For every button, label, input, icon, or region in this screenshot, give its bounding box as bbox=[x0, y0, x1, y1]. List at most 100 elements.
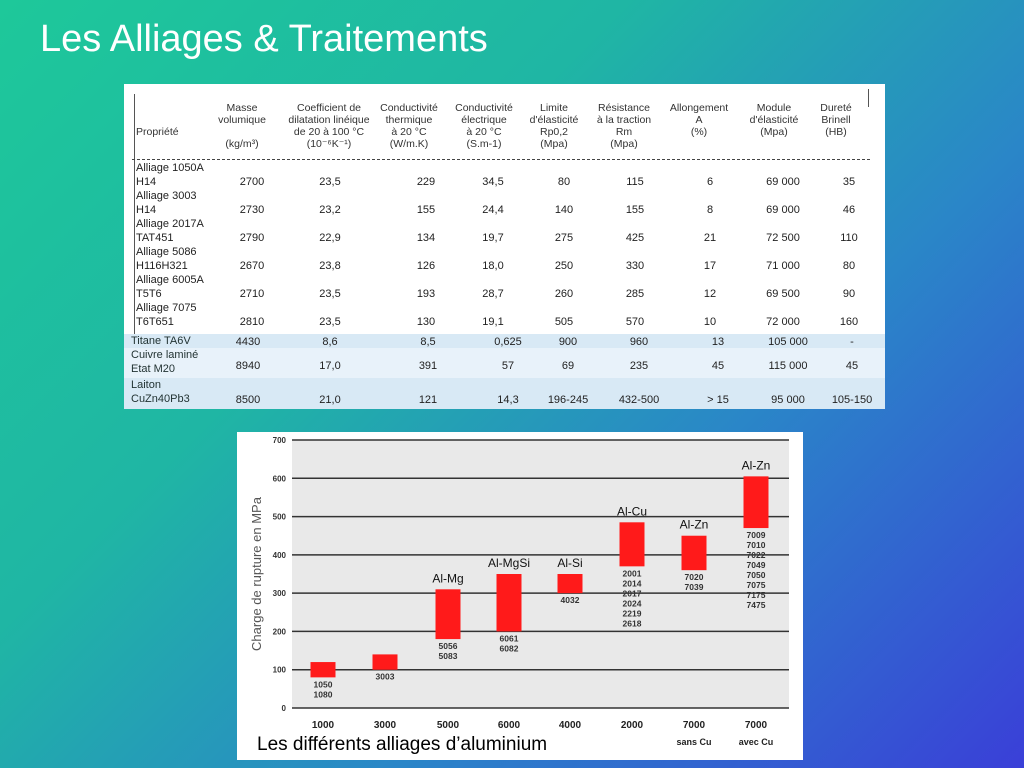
table-cell: 121 bbox=[418, 394, 438, 406]
row-name: T6T651 bbox=[136, 316, 174, 328]
table-cell: 10 bbox=[703, 316, 717, 328]
alloy-grade-label: 7022 bbox=[747, 550, 766, 560]
alloy-properties-table: Propriété Masse volumique (kg/m³) Coeffici… bbox=[124, 84, 885, 409]
alloy-grade-label: 5083 bbox=[439, 651, 458, 661]
table-left-rule bbox=[134, 94, 135, 334]
table-row: Laiton CuZn40Pb3 8500 21,0 121 14,3 196-245 432… bbox=[124, 378, 885, 408]
table-cell: 8,6 bbox=[322, 336, 338, 348]
strength-range-bar bbox=[743, 476, 769, 529]
alloy-grade-label: 1080 bbox=[314, 689, 333, 699]
table-cell: 21 bbox=[703, 232, 717, 244]
table-cell: 19,1 bbox=[482, 316, 504, 328]
table-cell: 23,2 bbox=[319, 204, 341, 216]
table-cell: 90 bbox=[842, 288, 856, 300]
row-name: Alliage 2017A bbox=[136, 218, 204, 230]
table-cell: 23,5 bbox=[319, 176, 341, 188]
x-category-label: 4000 bbox=[559, 720, 582, 731]
table-cell: 69 000 bbox=[766, 204, 800, 216]
header-dil: Coefficient de dilatation linéique de 20… bbox=[288, 102, 370, 150]
table-cell: 260 bbox=[554, 288, 574, 300]
y-tick-label: 0 bbox=[282, 704, 287, 713]
table-cell: 2790 bbox=[239, 232, 265, 244]
table-cell: 115 000 bbox=[768, 360, 808, 372]
row-name: H116H321 bbox=[136, 260, 188, 272]
table-cell: 6 bbox=[706, 176, 714, 188]
table-cell: 250 bbox=[554, 260, 574, 272]
alloy-grade-label: 1050 bbox=[314, 679, 333, 689]
alloy-grade-label: 7050 bbox=[747, 570, 766, 580]
strength-range-bar bbox=[372, 654, 398, 670]
x-category-sublabel: avec Cu bbox=[739, 737, 774, 747]
table-row: Alliage 3003 H14 2730 23,2 155 24,4 140 155 8 69 … bbox=[124, 190, 885, 218]
y-tick-label: 400 bbox=[273, 551, 287, 560]
alloy-family-label: Al-Mg bbox=[432, 571, 463, 585]
table-cell: 0,625 bbox=[494, 336, 522, 348]
x-category-label: 2000 bbox=[621, 720, 644, 731]
x-category-label: 7000 bbox=[745, 720, 768, 731]
alloy-grade-label: 7075 bbox=[747, 580, 766, 590]
x-category-label: 5000 bbox=[437, 720, 460, 731]
alloy-grade-label: 6082 bbox=[500, 643, 519, 653]
y-tick-label: 300 bbox=[273, 589, 287, 598]
table-right-rule bbox=[868, 89, 869, 107]
table-cell: 72 500 bbox=[766, 232, 800, 244]
table-row: Alliage 1050A H14 2700 23,5 229 34,5 80 115 6 69 … bbox=[124, 162, 885, 190]
table-cell: 330 bbox=[625, 260, 645, 272]
alloy-grade-label: 7020 bbox=[685, 572, 704, 582]
table-cell: 160 bbox=[839, 316, 859, 328]
row-name: Alliage 1050A bbox=[136, 162, 204, 174]
y-tick-label: 500 bbox=[273, 513, 287, 522]
x-category-label: 6000 bbox=[498, 720, 521, 731]
table-cell: 2710 bbox=[239, 288, 265, 300]
header-res: Résistance à la traction Rm (Mpa) bbox=[596, 102, 652, 150]
table-cell: 80 bbox=[842, 260, 856, 272]
table-cell: 95 000 bbox=[771, 394, 805, 406]
table-cell: 960 bbox=[629, 336, 649, 348]
alloy-grade-label: 2014 bbox=[623, 578, 642, 588]
row-name: Alliage 5086 bbox=[136, 246, 197, 258]
table-cell: 17 bbox=[703, 260, 717, 272]
header-cth: Conductivité thermique à 20 °C (W/m.K) bbox=[380, 102, 438, 150]
table-cell: 80 bbox=[557, 176, 571, 188]
table-cell: 105 000 bbox=[768, 336, 808, 348]
table-cell: 45 bbox=[845, 360, 859, 372]
table-cell: 2670 bbox=[239, 260, 265, 272]
alloy-grade-label: 2219 bbox=[623, 608, 642, 618]
aluminium-alloys-rows: Alliage 1050A H14 2700 23,5 229 34,5 80 115 6 69 … bbox=[124, 162, 885, 332]
table-cell: 155 bbox=[416, 204, 436, 216]
table-cell: 71 000 bbox=[766, 260, 800, 272]
header-prop: Propriété bbox=[136, 126, 179, 138]
alloy-grade-label: 2024 bbox=[623, 598, 642, 608]
row-name: Laiton bbox=[131, 379, 161, 391]
table-cell: - bbox=[850, 336, 854, 348]
slide-title: Les Alliages & Traitements bbox=[40, 18, 488, 60]
table-row: Alliage 7075 T6T651 2810 23,5 130 19,1 505 570 1… bbox=[124, 302, 885, 330]
table-cell: 505 bbox=[554, 316, 574, 328]
table-cell: 69 000 bbox=[766, 176, 800, 188]
table-cell: 12 bbox=[703, 288, 717, 300]
header-all: Allongement A (%) bbox=[669, 102, 729, 138]
alloy-grade-label: 6061 bbox=[500, 633, 519, 643]
other-materials-rows: Titane TA6V 4430 8,6 8,5 0,625 900 960 13 105 00… bbox=[124, 334, 885, 409]
table-cell: 2730 bbox=[239, 204, 265, 216]
chart-caption: Les différents alliages d’aluminium bbox=[257, 734, 548, 755]
table-row: Alliage 2017A TAT451 2790 22,9 134 19,7 275 425… bbox=[124, 218, 885, 246]
table-cell: 425 bbox=[625, 232, 645, 244]
y-tick-label: 200 bbox=[273, 627, 287, 636]
table-cell: 24,4 bbox=[482, 204, 504, 216]
alloy-family-label: Al-Si bbox=[557, 556, 582, 570]
table-cell: 130 bbox=[416, 316, 436, 328]
table-cell: 570 bbox=[625, 316, 645, 328]
strength-range-bar bbox=[496, 574, 522, 632]
row-name: Alliage 7075 bbox=[136, 302, 197, 314]
row-name: Alliage 6005A bbox=[136, 274, 204, 286]
table-cell: 35 bbox=[842, 176, 856, 188]
table-cell: 275 bbox=[554, 232, 574, 244]
alloy-grade-label: 7049 bbox=[747, 560, 766, 570]
x-category-sublabel: sans Cu bbox=[676, 737, 711, 747]
table-cell: 126 bbox=[416, 260, 436, 272]
row-name: Titane TA6V bbox=[131, 335, 191, 347]
header-lim: Limite d'élasticité Rp0,2 (Mpa) bbox=[529, 102, 579, 150]
alloy-grade-label: 7010 bbox=[747, 540, 766, 550]
table-cell: 432-500 bbox=[618, 394, 660, 406]
